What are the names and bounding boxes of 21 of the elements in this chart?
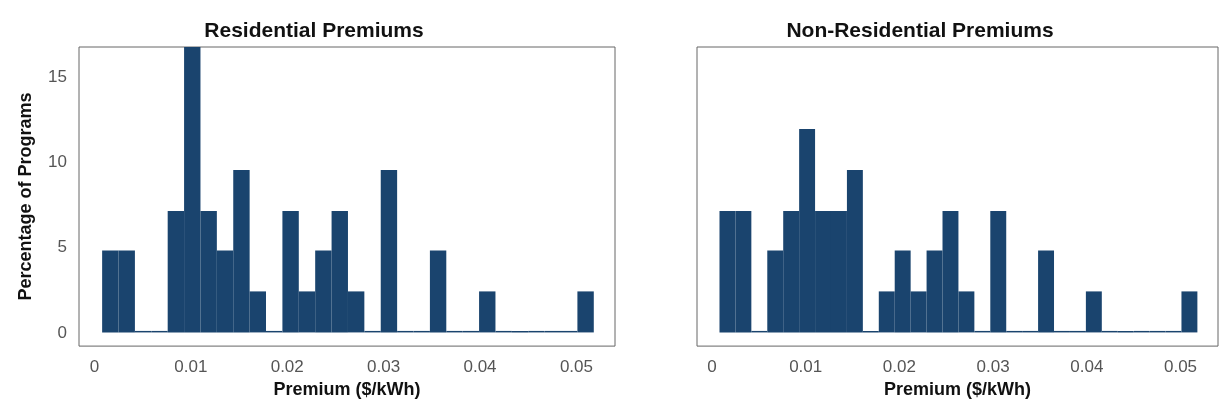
- x-tick-label: 0.03: [367, 357, 401, 377]
- y-axis-title: Percentage of Programs: [15, 92, 35, 301]
- x-tick-label: 0.02: [882, 357, 916, 377]
- y-tick-label: 15: [48, 66, 67, 86]
- x-tick-label: 0.05: [559, 357, 593, 377]
- y-tick-label: 0: [57, 322, 67, 342]
- chart-title: Residential Premiums: [204, 18, 424, 41]
- x-axis-title: Premium ($/kWh): [883, 379, 1032, 399]
- y-tick-label: 5: [57, 237, 67, 257]
- x-tick-label: 0.01: [174, 357, 208, 377]
- y-tick-label: 10: [48, 152, 67, 172]
- x-tick-label: 0.03: [976, 357, 1010, 377]
- x-tick-label: 0.02: [270, 357, 304, 377]
- x-tick-label: 0.05: [1163, 357, 1198, 377]
- x-tick-label: 0: [707, 357, 717, 377]
- x-tick-label: 0: [89, 357, 100, 377]
- x-axis-title: Premium ($/kWh): [273, 379, 421, 399]
- chart-title: Non-Residential Premiums: [786, 18, 1054, 41]
- x-tick-label: 0.01: [789, 357, 823, 377]
- x-tick-label: 0.04: [463, 357, 497, 377]
- x-tick-label: 0.04: [1070, 357, 1104, 377]
